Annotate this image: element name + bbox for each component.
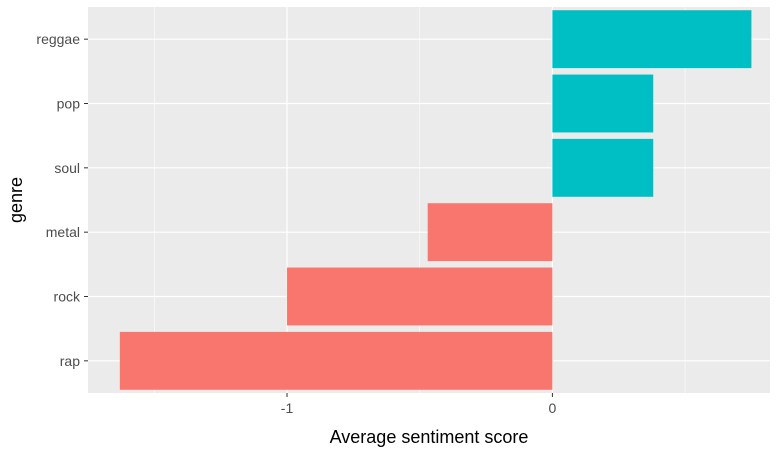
x-axis: -1 0 bbox=[281, 393, 556, 416]
bar-pop bbox=[552, 74, 654, 133]
x-tick-label-1: 0 bbox=[548, 400, 556, 416]
y-tick-label-soul: soul bbox=[54, 160, 80, 176]
y-tick-label-reggae: reggae bbox=[36, 31, 80, 47]
bar-rap bbox=[119, 331, 553, 390]
x-axis-title: Average sentiment score bbox=[330, 427, 529, 447]
x-tick-label-0: -1 bbox=[281, 400, 294, 416]
bars bbox=[119, 10, 752, 390]
plot-panel bbox=[88, 7, 770, 393]
y-axis-title: genre bbox=[6, 177, 26, 223]
y-tick-label-metal: metal bbox=[46, 224, 80, 240]
bar-reggae bbox=[552, 10, 752, 69]
bar-soul bbox=[552, 138, 654, 197]
y-tick-label-rock: rock bbox=[54, 289, 81, 305]
y-tick-label-pop: pop bbox=[57, 96, 81, 112]
bar-rock bbox=[287, 267, 553, 326]
y-tick-label-rap: rap bbox=[60, 353, 80, 369]
y-axis: rap rock metal soul pop reggae bbox=[36, 31, 88, 369]
bar-metal bbox=[427, 203, 553, 262]
